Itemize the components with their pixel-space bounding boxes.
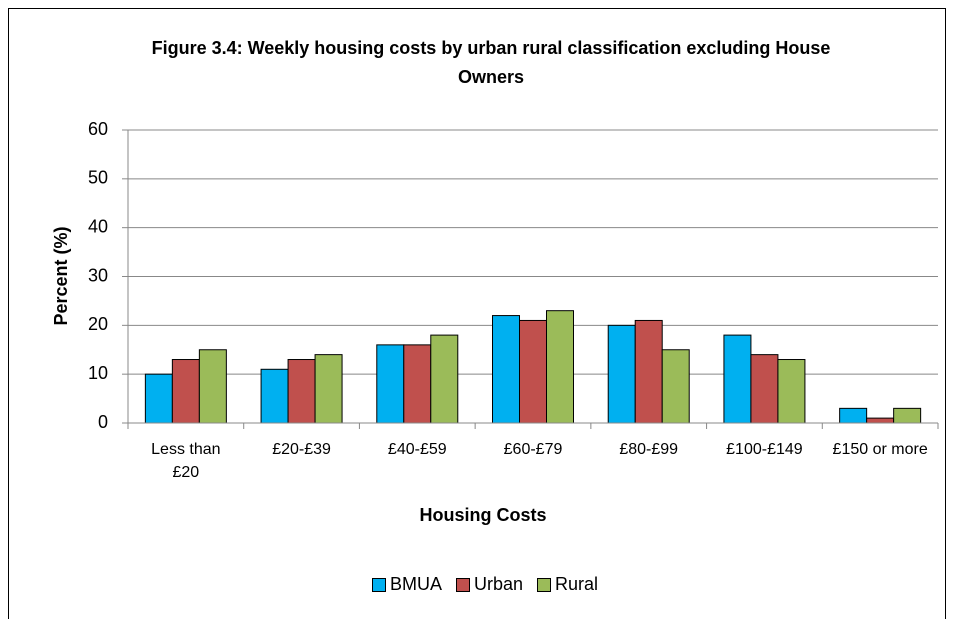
y-tick-label: 40 <box>88 216 108 236</box>
bar <box>607 324 636 424</box>
y-tick-label: 10 <box>88 363 108 383</box>
bar <box>171 359 200 424</box>
y-tick-label: 20 <box>88 314 108 334</box>
bar <box>661 349 690 424</box>
bar <box>314 354 343 424</box>
y-axis-title: Percent (%) <box>51 226 71 325</box>
legend-label: Rural <box>555 574 599 594</box>
bar <box>723 334 752 424</box>
legend-swatch <box>371 577 386 592</box>
x-tick-label: £60-£79 <box>503 441 563 458</box>
x-tick-label: £20-£39 <box>272 441 331 458</box>
y-tick-label: 50 <box>88 168 108 188</box>
x-tick-label: £100-£149 <box>726 441 803 458</box>
bar <box>634 319 663 424</box>
y-tick-label: 60 <box>88 119 108 139</box>
legend-item: BMUA <box>371 574 442 595</box>
legend-item: Rural <box>537 574 598 595</box>
bar <box>376 344 405 424</box>
legend-swatch <box>455 577 470 592</box>
bar <box>866 417 895 424</box>
bar <box>492 315 520 424</box>
x-tick-label: £40-£59 <box>387 441 447 458</box>
x-tick-label: Less than £20 <box>151 441 221 481</box>
bar <box>287 359 316 424</box>
bar <box>403 344 432 424</box>
bar <box>144 373 173 424</box>
x-tick-label: £150 or more <box>832 441 928 458</box>
legend: BMUA Urban Rural <box>0 574 954 595</box>
bar <box>893 407 922 424</box>
bar <box>519 319 547 424</box>
legend-label: Urban <box>473 574 524 594</box>
bar <box>430 334 459 424</box>
bar <box>546 310 574 424</box>
chart-title: Figure 3.4: Weekly housing costs by urba… <box>151 38 831 87</box>
y-tick-label: 30 <box>88 265 108 285</box>
legend-swatch <box>537 577 552 592</box>
legend-label: BMUA <box>389 574 442 594</box>
bar <box>198 349 227 424</box>
bar <box>260 368 289 424</box>
legend-item: Urban <box>455 574 524 595</box>
x-tick-label: £80-£99 <box>619 441 679 458</box>
bar <box>777 359 806 424</box>
chart-border <box>8 8 946 619</box>
bar <box>750 354 779 424</box>
x-axis-title: Housing Costs <box>419 505 547 525</box>
bar <box>839 407 868 424</box>
y-tick-label: 0 <box>98 412 108 432</box>
